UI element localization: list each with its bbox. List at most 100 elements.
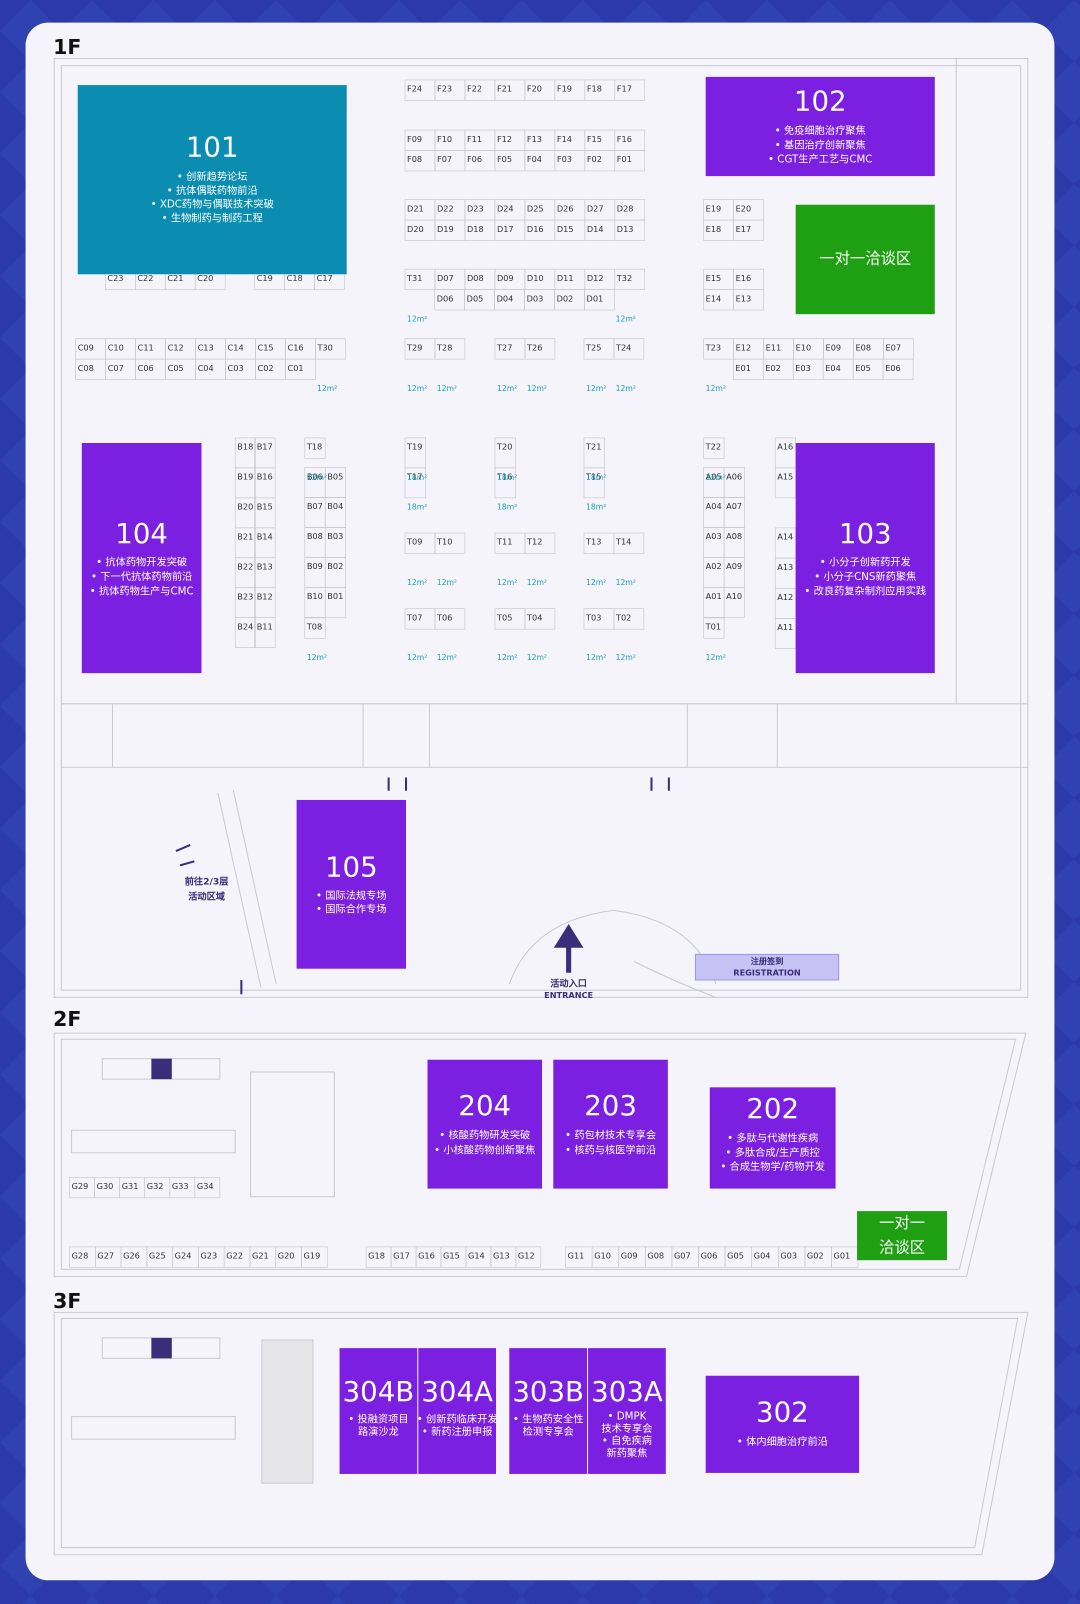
hall-topic: • XDC药物与偶联技术突破 [151,198,274,211]
hall-topic: • 生物药安全性 [513,1413,584,1426]
hall-topic: • 免疫细胞治疗聚焦 [775,124,866,137]
booth-label: C02 [258,363,274,373]
hall [705,1375,860,1473]
booth-label: T23 [705,342,721,352]
booth-label: T08 [306,622,322,632]
booth-label: D07 [437,273,454,283]
corridor-lines [61,58,1028,768]
hall-number: 104 [115,517,168,550]
booth-label: C16 [287,342,303,352]
hall [709,1087,836,1189]
booth-cell [434,338,466,360]
booth-label: C19 [257,273,273,283]
booth-label: G03 [780,1251,797,1261]
registration-sign: REGISTRATION [733,967,801,977]
booth-label: E08 [856,342,872,352]
booth-label: B11 [257,621,273,631]
elevator-icon [151,1058,172,1080]
booth-cell [434,608,466,630]
area-label: 12m² [307,473,327,482]
booth-label: G33 [172,1181,189,1191]
booth-label: T04 [526,612,542,622]
area-label: 18m² [407,473,427,482]
hall-number: 204 [458,1089,511,1122]
booth-label: A05 [706,471,722,481]
booth-label: T24 [615,342,631,352]
hall-topic: • 创新药临床开发 [417,1413,498,1426]
floor-1f-outline [53,57,1029,998]
meeting-label: 一对一 [879,1214,925,1232]
hall-topic: • 小分子创新药开发 [820,556,911,569]
area-label: 12m² [437,384,457,393]
booth-cell [524,338,556,360]
booth-label: G04 [754,1251,771,1261]
booth-label: T15 [585,472,601,482]
booth-label: E01 [735,363,751,373]
booth-label: T25 [585,342,601,352]
hall-topic: • 国际法规专场 [316,889,387,902]
booth-label: T31 [406,273,422,283]
booth-label: T10 [436,537,452,547]
hall-number: 303A [591,1375,663,1408]
floor-label: 2F [53,1007,81,1031]
booth-label: F10 [437,134,452,144]
booth-cell [703,617,725,639]
booth-label: E04 [825,363,841,373]
booth-cell [613,532,645,554]
area-label: 18m² [586,473,606,482]
booth-label: A09 [726,561,742,571]
area-label: 12m² [407,384,427,393]
booth-cell [613,338,645,360]
stairs-sign: 前往2/3层 [185,875,229,887]
booth-label: T17 [406,472,422,482]
booth-label: D13 [617,224,634,234]
booth-label: G27 [97,1251,114,1261]
booth-label: G30 [97,1181,114,1191]
booth-label: C10 [108,342,124,352]
booth-label: E03 [795,363,811,373]
booth-label: B05 [327,471,343,481]
booth-label: A08 [726,531,742,541]
hall [588,1348,666,1474]
booth-label: D17 [497,224,514,234]
escalator-lines [217,789,717,998]
registration-desk [694,953,840,981]
booth-label: E16 [736,273,752,283]
hall [77,85,347,275]
booth-label: F02 [587,154,602,164]
hall-topic: • 体内细胞治疗前沿 [737,1435,828,1448]
area-label: 12m² [437,578,457,587]
hall-topic: • 核药与核医学前沿 [565,1144,656,1157]
hall [339,1348,418,1474]
booth-label: F21 [497,84,512,94]
booth-label: T19 [406,442,422,452]
booth-label: F03 [557,154,572,164]
hall-topic: • 投融资项目 [348,1413,408,1426]
booth-label: T01 [705,622,721,632]
area-label: 12m² [706,384,726,393]
elevator-icon [151,1337,172,1359]
booth-label: G02 [807,1251,824,1261]
booth-cell [703,437,725,459]
booth-label: F16 [617,134,632,144]
booth-label: D27 [587,203,604,213]
booth-label: E14 [706,293,722,303]
hall-topic: • 基因治疗创新聚焦 [775,138,866,151]
booth-label: D09 [497,273,514,283]
booth-label: C01 [287,363,303,373]
booth-label: C21 [167,273,183,283]
booth-label: G10 [594,1251,611,1261]
booth-label: D21 [407,203,424,213]
booth-label: D26 [557,203,574,213]
booth-label: C23 [107,273,123,283]
area-label: 12m² [706,653,726,662]
booth-cell [524,532,556,554]
booth-cell [524,608,556,630]
booth-cell [234,617,256,648]
room-2f [250,1071,335,1198]
booth-label: G05 [727,1251,744,1261]
booth-label: B17 [257,442,273,452]
booth-label: B15 [257,502,273,512]
booth-label: B13 [257,561,273,571]
area-label: 12m² [527,384,547,393]
